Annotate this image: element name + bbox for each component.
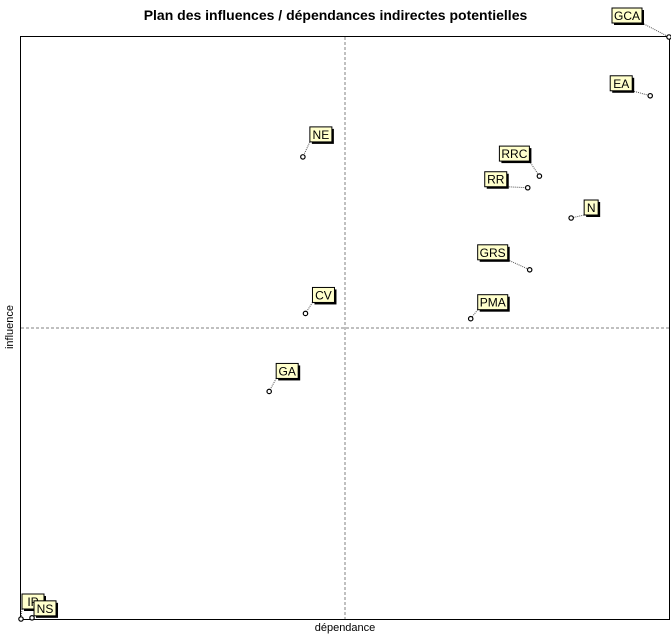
point-label-box [33, 600, 57, 617]
point-label: CV [315, 288, 332, 302]
point-label-box [583, 199, 599, 216]
data-point [302, 310, 309, 317]
data-point [526, 266, 533, 273]
data-point [266, 388, 272, 395]
point-label: NE [313, 128, 330, 142]
data-point [536, 173, 543, 179]
leader-line [632, 90, 651, 97]
point-label: RRC [501, 147, 527, 161]
data-point [647, 92, 654, 99]
data-point [18, 616, 24, 622]
data-point [300, 154, 306, 160]
point-label: GA [279, 364, 296, 378]
point-label-box [275, 362, 299, 379]
point-label-box [477, 244, 509, 261]
leader-line [641, 22, 670, 38]
point-label-box [611, 7, 643, 24]
point-label-box [609, 75, 633, 92]
point-label-box [309, 126, 333, 143]
point-label: GRS [480, 246, 506, 260]
leader-line [302, 141, 311, 158]
leader-line [571, 214, 585, 219]
point-label: NS [37, 602, 54, 616]
point-label-box [311, 286, 335, 303]
chart-title: Plan des influences / dépendances indire… [143, 7, 528, 23]
leader-line [507, 259, 530, 271]
point-label: IP [27, 595, 38, 609]
x-axis-label: dépendance [314, 622, 376, 634]
point-label-box [498, 145, 530, 162]
point-label-box [484, 171, 508, 188]
data-point [524, 184, 531, 191]
point-label: PMA [480, 296, 506, 310]
data-point [568, 215, 574, 221]
point-label: EA [613, 77, 629, 91]
point-label: RR [487, 173, 505, 187]
point-label: N [587, 201, 596, 215]
data-point [29, 615, 35, 621]
point-label-box [477, 294, 509, 311]
data-point [666, 34, 671, 40]
point-label: GCA [614, 9, 640, 23]
leader-line [506, 186, 528, 189]
data-point [467, 315, 474, 322]
